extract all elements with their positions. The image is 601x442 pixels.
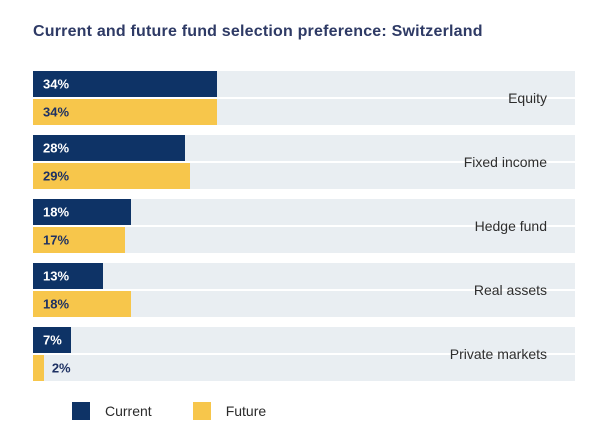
- chart-row: 34% 34% Equity: [33, 71, 575, 125]
- bar-current: [33, 135, 185, 161]
- bar-chart: 34% 34% Equity 28% 29% Fixed income 18% 17% Hedg…: [33, 71, 575, 391]
- bar-value-label: 2%: [51, 360, 71, 376]
- chart-row: 18% 17% Hedge fund: [33, 199, 575, 253]
- bar-value-label: 28%: [43, 140, 70, 156]
- bar-track-current: 28%: [33, 135, 575, 161]
- bar-future: [33, 355, 44, 381]
- bar-value-label: 29%: [43, 168, 70, 184]
- legend-label: Future: [225, 403, 267, 419]
- bar-track-current: 13%: [33, 263, 575, 289]
- chart-legend: Current Future: [72, 402, 266, 420]
- bar-future: [33, 99, 218, 125]
- chart-row: 7% 2% Private markets: [33, 327, 575, 381]
- bar-value-label: 7%: [43, 332, 62, 348]
- chart-row: 28% 29% Fixed income: [33, 135, 575, 189]
- bar-value-label: 34%: [43, 76, 70, 92]
- legend-swatch-current: [72, 402, 90, 420]
- bar-track-future: 18%: [33, 291, 575, 317]
- bar-value-label: 13%: [43, 268, 70, 284]
- category-label: Real assets: [473, 282, 547, 298]
- bar-current: [33, 327, 71, 353]
- legend-item-future: Future: [192, 402, 267, 420]
- category-label: Fixed income: [463, 154, 547, 170]
- bar-current: [33, 263, 104, 289]
- bar-current: [33, 71, 218, 97]
- category-label: Hedge fund: [474, 218, 547, 234]
- bar-track-current: 7%: [33, 327, 575, 353]
- category-label: Equity: [508, 90, 547, 106]
- bar-track-future: 34%: [33, 99, 575, 125]
- bar-track-future: 29%: [33, 163, 575, 189]
- legend-label: Current: [105, 403, 152, 419]
- bar-value-label: 17%: [43, 232, 70, 248]
- bar-track-current: 18%: [33, 199, 575, 225]
- bar-current: [33, 199, 131, 225]
- bar-future: [33, 227, 126, 253]
- legend-swatch-future: [192, 402, 211, 420]
- chart-row: 13% 18% Real assets: [33, 263, 575, 317]
- bar-track-current: 34%: [33, 71, 575, 97]
- bar-future: [33, 163, 191, 189]
- bar-track-future: 17%: [33, 227, 575, 253]
- chart-title: Current and future fund selection prefer…: [33, 23, 483, 40]
- bar-future: [33, 291, 131, 317]
- legend-item-current: Current: [72, 402, 152, 420]
- category-label: Private markets: [449, 346, 547, 362]
- bar-track-future: 2%: [33, 355, 575, 381]
- bar-value-label: 18%: [43, 204, 70, 220]
- bar-value-label: 34%: [43, 104, 70, 120]
- bar-value-label: 18%: [43, 296, 70, 312]
